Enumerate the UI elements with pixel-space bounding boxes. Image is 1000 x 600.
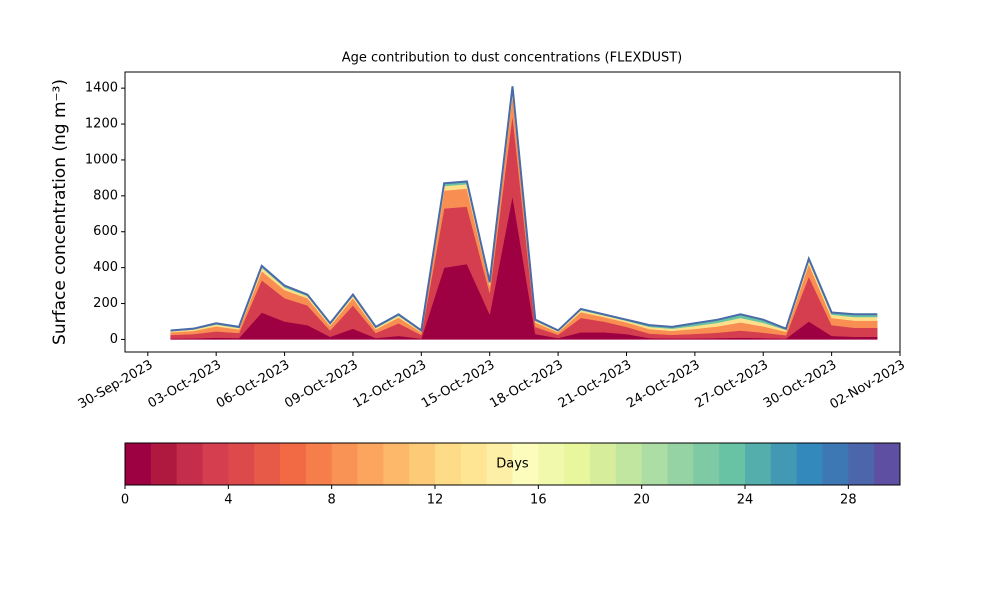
colorbar-cell bbox=[848, 443, 875, 485]
colorbar-cell bbox=[486, 443, 513, 485]
colorbar-tick-label: 12 bbox=[427, 493, 444, 508]
y-tick-label: 600 bbox=[93, 224, 118, 239]
x-tick-label: 18-Oct-2023 bbox=[487, 358, 565, 412]
colorbar-cell bbox=[125, 443, 152, 485]
y-tick-label: 800 bbox=[93, 188, 118, 203]
colorbar-tick-label: 24 bbox=[737, 493, 754, 508]
y-tick-label: 1200 bbox=[85, 117, 118, 132]
colorbar-tick-label: 28 bbox=[840, 493, 857, 508]
colorbar-cell bbox=[796, 443, 823, 485]
x-tick-label: 06-Oct-2023 bbox=[214, 358, 292, 412]
colorbar-cell bbox=[512, 443, 539, 485]
colorbar-cell bbox=[383, 443, 410, 485]
y-tick-label: 0 bbox=[110, 332, 118, 347]
colorbar-tick-label: 8 bbox=[328, 493, 336, 508]
colorbar-cell bbox=[357, 443, 384, 485]
chart-title: Age contribution to dust concentrations … bbox=[342, 51, 683, 66]
x-tick-label: 21-Oct-2023 bbox=[556, 358, 634, 412]
colorbar-cell bbox=[305, 443, 333, 485]
plot-frame bbox=[124, 71, 901, 353]
x-tick-label: 30-Oct-2023 bbox=[761, 358, 839, 412]
colorbar-cell bbox=[254, 443, 281, 485]
colorbar-cell bbox=[460, 443, 488, 485]
y-tick-label: 1400 bbox=[85, 81, 118, 96]
colorbar-tick-label: 20 bbox=[633, 493, 650, 508]
colorbar-cell bbox=[693, 443, 720, 485]
colorbar-cell bbox=[435, 443, 462, 485]
y-tick-label: 1000 bbox=[85, 152, 118, 167]
colorbar-label: Days bbox=[496, 457, 529, 472]
colorbar-cell bbox=[228, 443, 255, 485]
colorbar-cell bbox=[409, 443, 436, 485]
colorbar-cell bbox=[874, 443, 901, 485]
colorbar-tick-label: 16 bbox=[530, 493, 547, 508]
colorbar-frame bbox=[124, 442, 901, 486]
colorbar-cell bbox=[822, 443, 849, 485]
colorbar-cell bbox=[176, 443, 203, 485]
x-tick-label: 30-Sep-2023 bbox=[76, 358, 156, 413]
colorbar-cell bbox=[280, 443, 307, 485]
colorbar-cell bbox=[150, 443, 178, 485]
colorbar-cell bbox=[202, 443, 229, 485]
x-tick-label: 27-Oct-2023 bbox=[693, 358, 771, 412]
x-tick-label: 03-Oct-2023 bbox=[146, 358, 224, 412]
x-tick-label: 09-Oct-2023 bbox=[282, 358, 360, 412]
colorbar-cell bbox=[590, 443, 617, 485]
y-axis-label: Surface concentration (ng m⁻³) bbox=[50, 79, 70, 345]
total-line bbox=[170, 86, 878, 333]
colorbar-cell bbox=[770, 443, 798, 485]
y-tick-label: 400 bbox=[93, 260, 118, 275]
colorbar-cell bbox=[615, 443, 643, 485]
x-tick-label: 24-Oct-2023 bbox=[624, 358, 702, 412]
colorbar-tick-label: 0 bbox=[121, 493, 129, 508]
colorbar-cell bbox=[745, 443, 772, 485]
x-tick-label: 15-Oct-2023 bbox=[419, 358, 497, 412]
x-tick-label: 02-Nov-2023 bbox=[827, 358, 907, 413]
x-tick-label: 12-Oct-2023 bbox=[351, 358, 429, 412]
colorbar-cell bbox=[331, 443, 358, 485]
colorbar-tick-label: 4 bbox=[224, 493, 232, 508]
y-tick-label: 200 bbox=[93, 296, 118, 311]
colorbar-cell bbox=[667, 443, 694, 485]
colorbar-cell bbox=[564, 443, 591, 485]
colorbar-cell bbox=[538, 443, 565, 485]
colorbar-cell bbox=[641, 443, 668, 485]
colorbar-cell bbox=[719, 443, 746, 485]
